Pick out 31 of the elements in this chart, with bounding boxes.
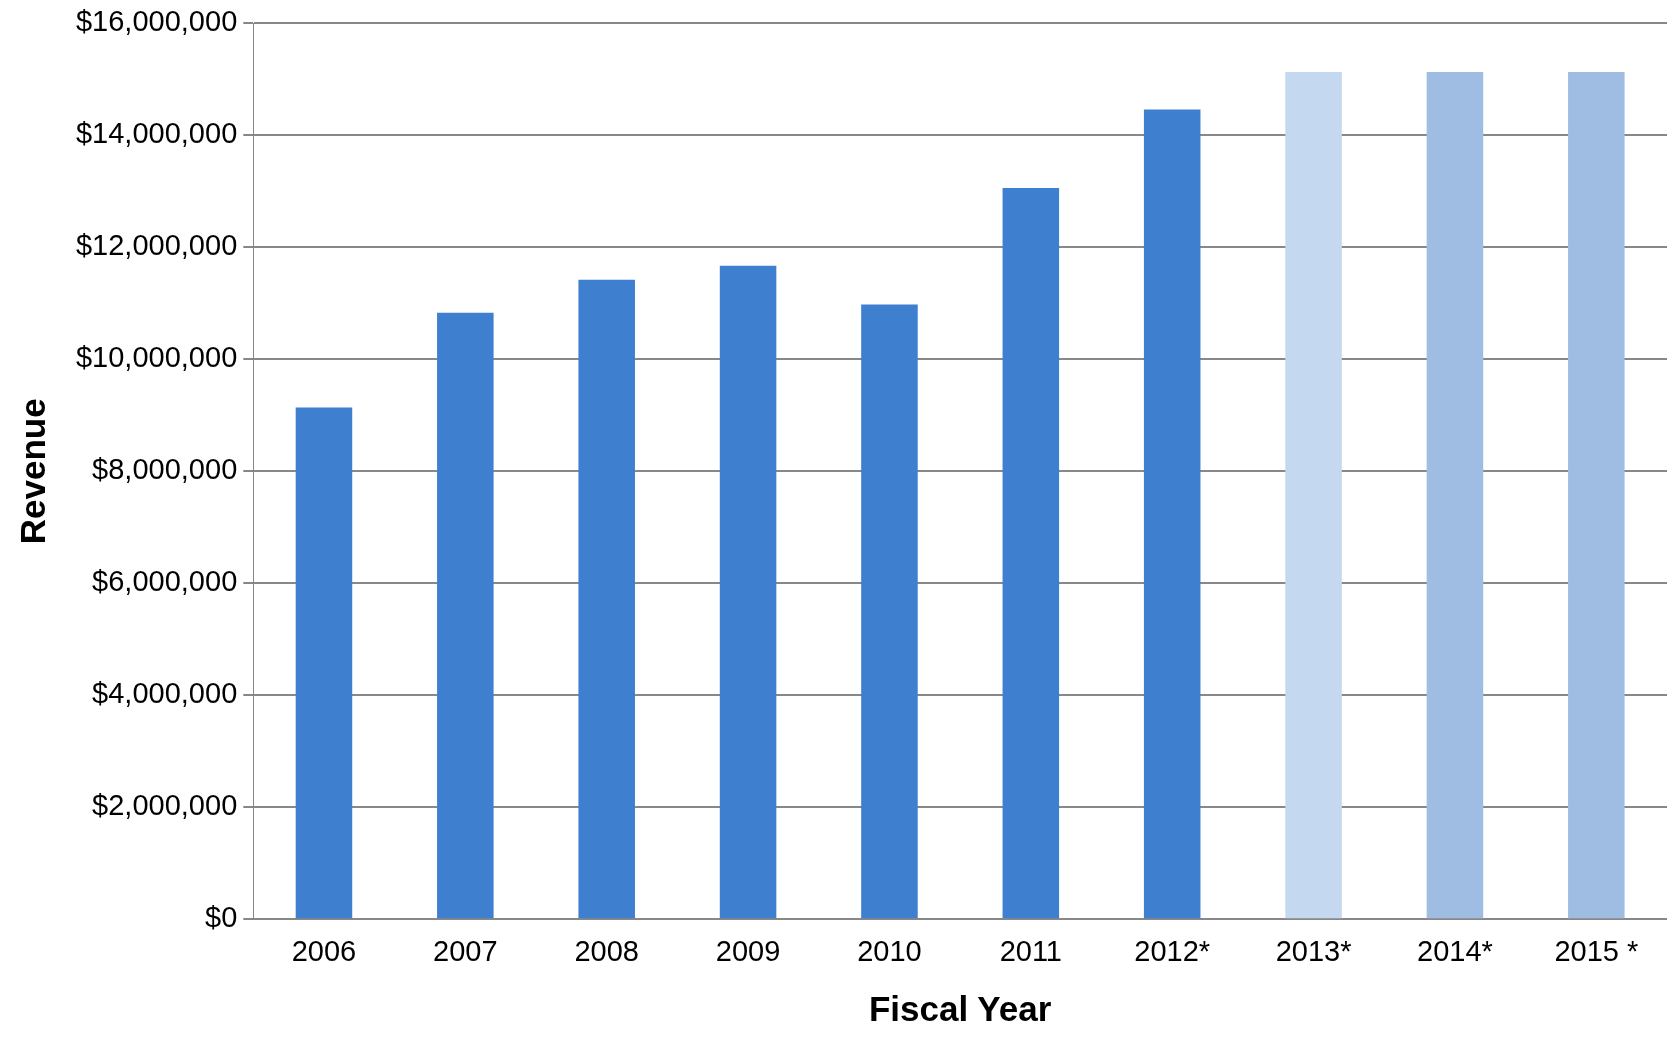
y-tick-label: $0: [205, 901, 238, 934]
y-tick-label: $4,000,000: [92, 677, 238, 710]
bar: [1002, 188, 1060, 919]
x-axis-title: Fiscal Year: [868, 988, 1052, 1028]
bar: [437, 312, 494, 919]
bar: [578, 279, 635, 919]
y-tick-label: $12,000,000: [75, 229, 238, 262]
bar: [861, 304, 918, 919]
bar: [1426, 72, 1484, 919]
x-tick-label: 2008: [574, 934, 639, 967]
x-tick-label: 2013*: [1275, 934, 1352, 967]
y-axis-title: Revenue: [12, 398, 52, 545]
x-tick-label: 2010: [857, 934, 922, 967]
x-tick-label: 2009: [715, 934, 781, 967]
x-tick-label: 2007: [433, 934, 498, 967]
bar: [1568, 72, 1625, 919]
y-tick-label: $2,000,000: [92, 789, 238, 822]
x-tick-label: 2012*: [1134, 934, 1211, 967]
bar: [1143, 109, 1201, 919]
y-tick-label: $8,000,000: [92, 453, 238, 486]
y-tick-label: $6,000,000: [92, 565, 238, 598]
y-tick-label: $10,000,000: [75, 341, 238, 374]
y-tick-label: $16,000,000: [75, 5, 238, 38]
bar: [295, 407, 353, 919]
bar: [719, 265, 777, 919]
x-tick-label: 2015 *: [1554, 934, 1639, 967]
bar: [1285, 72, 1342, 919]
x-tick-label: 2014*: [1417, 934, 1493, 967]
x-tick-label: 2011: [999, 934, 1063, 967]
y-tick-label: $14,000,000: [75, 117, 238, 150]
x-tick-label: 2006: [291, 934, 357, 967]
